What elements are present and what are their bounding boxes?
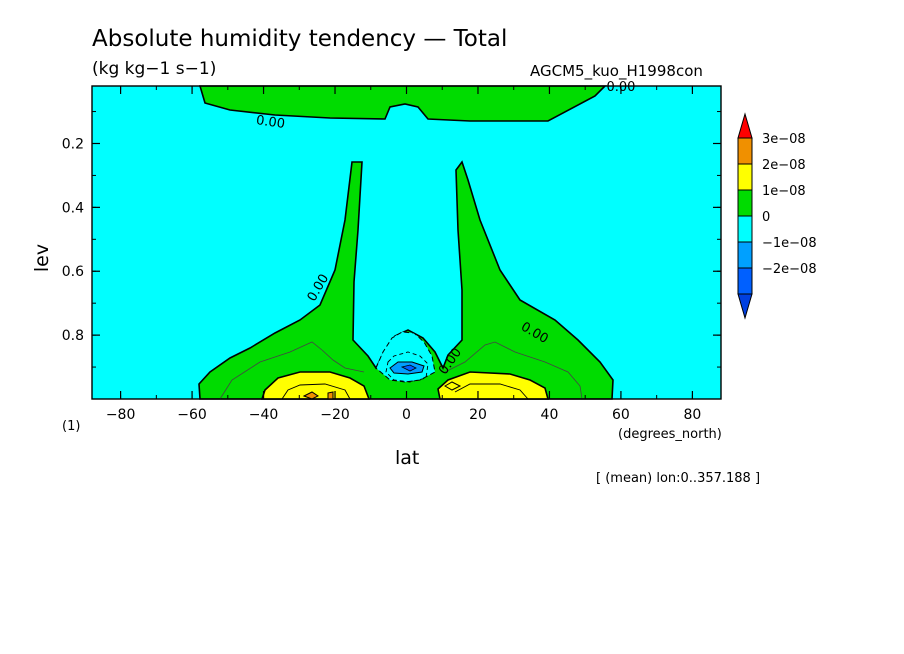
contour-fill-negative-darkblue [400,364,417,372]
colorbar-swatch [737,163,753,191]
contour-line-yellow-inner-right [454,383,529,400]
x-tick-label: 40 [541,407,559,423]
x-axis-label: lat [395,447,419,469]
y-axis-label: lev [31,244,53,272]
colorbar-swatch [737,241,753,269]
footer-note: [ (mean) lon:0..357.188 ] [596,471,760,486]
x-tick-label: 80 [683,407,701,423]
colorbar-label: 2e−08 [762,158,806,173]
run-label: AGCM5_kuo_H1998con [530,62,703,81]
contour-label: 0.00 [255,113,286,132]
x-tick-label: 0 [402,407,411,423]
contour-line-yellow-inner-left [281,383,351,400]
colorbar-swatch [737,137,753,165]
chart-title: Absolute humidity tendency — Total [92,26,507,52]
colorbar: 3e−08 2e−08 1e−08 0 −1e−08 −2e−08 [737,112,817,320]
chart-units: (kg kg−1 s−1) [92,59,216,79]
y-tick-label: 0.8 [62,328,84,344]
contour-mark-small-right [443,381,462,391]
x-tick-label: −60 [177,407,207,423]
x-tick-label: −80 [106,407,136,423]
contour-mark-orange-left-2 [327,391,334,400]
plot-area [91,85,722,400]
level-label: (1) [62,419,80,434]
y-axis: 0.2 0.4 0.6 0.8 [62,111,721,400]
contour-line-inner-right [444,341,583,400]
colorbar-under-triangle [737,293,753,320]
y-tick-label: 0.4 [62,200,84,216]
x-units: (degrees_north) [618,427,722,442]
x-axis: −80 −60 −40 −20 0 20 40 60 80 [106,86,701,423]
contour-fill-positive-top [198,85,607,122]
x-tick-label: −40 [249,407,279,423]
colorbar-label: −1e−08 [762,236,817,251]
x-tick-label: 20 [469,407,487,423]
colorbar-over-triangle [737,112,753,139]
contour-line-negative-outer [385,351,429,383]
colorbar-swatch [737,267,753,295]
colorbar-label: 3e−08 [762,132,806,147]
colorbar-label: 1e−08 [762,184,806,199]
contour-fill-yellow-left [260,371,371,400]
colorbar-label: 0 [762,210,770,225]
contour-line-inner-left [219,341,365,400]
contour-fill-positive-main [198,160,614,400]
y-tick-label: 0.6 [62,264,84,280]
colorbar-swatch [737,189,753,217]
contour-mark-orange-left [302,391,319,400]
y-tick-label: 0.2 [62,136,84,152]
colorbar-swatch [737,215,753,243]
x-tick-label: 60 [612,407,630,423]
colorbar-label: −2e−08 [762,262,817,277]
x-tick-label: −20 [320,407,350,423]
